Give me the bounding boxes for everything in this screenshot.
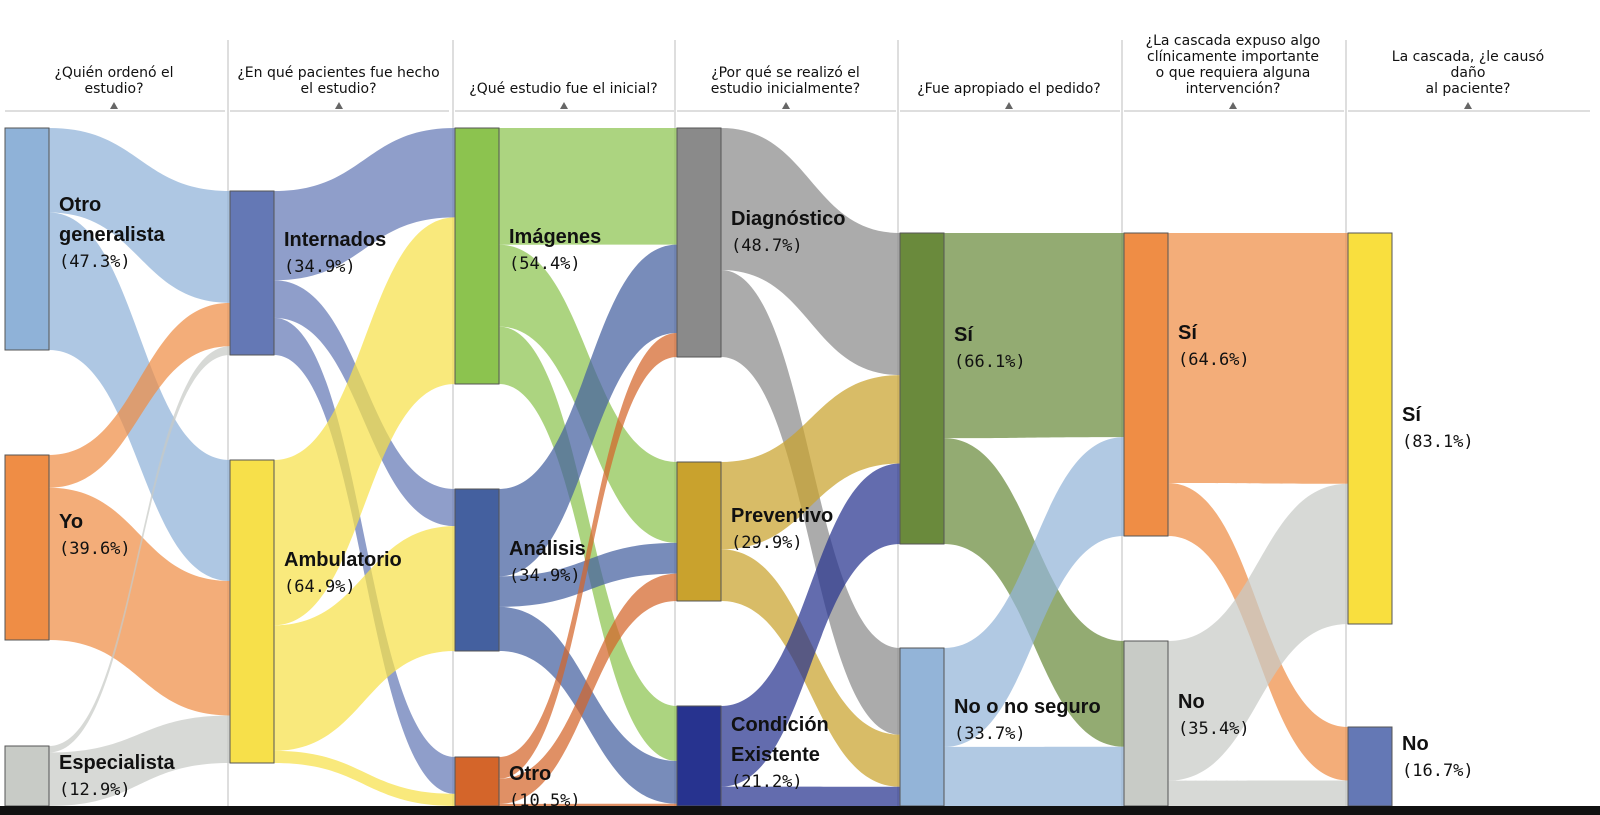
node-percentage-dn_no: (16.7%) <box>1402 761 1474 781</box>
node-label-otro: Otro <box>509 763 552 785</box>
node-percentage-otro_gen: (47.3%) <box>59 252 131 272</box>
node-label-ex_no: No <box>1178 691 1205 714</box>
node-percentage-dn_si: (83.1%) <box>1402 432 1474 452</box>
flow-prev-to-ap_si <box>721 375 900 550</box>
node-percentage-ap_no: (33.7%) <box>954 724 1026 745</box>
node-bar-esp <box>4 745 50 807</box>
node-bar-yo <box>4 454 50 641</box>
node-percentage-intern: (34.9%) <box>284 257 356 277</box>
column-header: ¿Qué estudio fue el inicial? <box>469 81 658 97</box>
node-percentage-anal: (34.9%) <box>509 566 581 587</box>
flow-img-to-diag <box>499 128 677 245</box>
flow-ex_si-to-dn_si <box>1168 233 1348 484</box>
node-bar-anal <box>454 488 500 652</box>
flow-esp-to-ambul <box>49 715 230 806</box>
flow-yo-to-intern <box>49 302 230 488</box>
flow-anal-to-prev <box>499 542 677 607</box>
node-bar-cond <box>676 705 722 807</box>
node-label-cond: Condición Existente <box>731 714 829 766</box>
node-label-ex_si: Sí <box>1178 321 1197 344</box>
node-bar-prev <box>676 461 722 602</box>
node-label-anal: Análisis <box>509 538 586 561</box>
header-caret-icon <box>559 102 568 109</box>
node-percentage-diag: (48.7%) <box>731 236 803 256</box>
flow-yo-to-ambul <box>49 487 230 716</box>
node-label-yo: Yo <box>59 510 84 533</box>
node-label-prev: Preventivo <box>731 504 834 527</box>
flow-ex_no-to-dn_no <box>1168 780 1348 806</box>
node-percentage-ex_no: (35.4%) <box>1178 719 1250 740</box>
node-label-esp: Especialista <box>59 752 175 774</box>
node-label-ambul: Ambulatorio <box>284 548 402 571</box>
node-bar-ap_si <box>899 232 945 545</box>
node-bar-dn_no <box>1347 726 1393 807</box>
node-label-otro_gen: Otro generalista <box>59 194 165 246</box>
node-percentage-cond: (21.2%) <box>731 772 803 792</box>
flow-ambul-to-img <box>274 217 455 626</box>
column-header: ¿En qué pacientes fue hecho el estudio? <box>237 65 440 97</box>
node-bar-dn_si <box>1347 232 1393 625</box>
header-caret-icon <box>110 102 118 109</box>
header-caret-icon <box>1229 102 1237 109</box>
bottom-border <box>0 806 1600 815</box>
node-label-dn_si: Sí <box>1402 404 1421 426</box>
column-header: La cascada, ¿le causó daño al paciente? <box>1391 49 1545 97</box>
header-caret-icon <box>781 102 790 109</box>
flow-ex_no-to-dn_si <box>1168 483 1348 781</box>
node-percentage-ambul: (64.9%) <box>284 576 356 597</box>
header-caret-icon <box>1005 102 1013 109</box>
node-bar-intern <box>229 190 275 356</box>
flow-anal-to-diag <box>499 244 677 577</box>
node-label-img: Imágenes <box>509 226 602 248</box>
column-header: ¿Fue apropiado el pedido? <box>917 81 1101 97</box>
flow-otro_gen-to-intern <box>49 128 230 303</box>
flow-intern-to-img <box>274 128 455 281</box>
flow-img-to-cond <box>499 326 677 761</box>
flow-intern-to-otro <box>274 317 455 794</box>
node-percentage-yo: (39.6%) <box>59 538 131 559</box>
column-header: ¿Por qué se realizó el estudio inicialme… <box>710 65 861 97</box>
flow-ap_si-to-ex_si <box>944 233 1124 439</box>
node-label-ap_no: No o no seguro <box>954 696 1101 719</box>
header-caret-icon <box>334 102 343 109</box>
header-caret-icon <box>1464 102 1472 109</box>
node-bar-ex_si <box>1123 232 1169 537</box>
node-percentage-img: (54.4%) <box>509 254 581 274</box>
node-bar-ambul <box>229 459 275 764</box>
node-bar-img <box>454 127 500 385</box>
node-percentage-ex_si: (64.6%) <box>1178 349 1250 370</box>
flow-otro-to-prev <box>499 573 677 804</box>
flow-cond-to-ap_no <box>721 786 900 806</box>
flow-otro-to-diag <box>499 333 677 779</box>
node-bar-otro <box>454 756 500 807</box>
node-bar-ap_no <box>899 647 945 807</box>
node-bar-otro_gen <box>4 127 50 351</box>
node-percentage-esp: (12.9%) <box>59 780 131 800</box>
flow-diag-to-ap_si <box>721 128 900 376</box>
flow-cond-to-ap_si <box>721 463 900 787</box>
column-header: ¿La cascada expuso algo clínicamente imp… <box>1145 33 1321 97</box>
node-percentage-ap_si: (66.1%) <box>954 352 1026 373</box>
node-percentage-prev: (29.9%) <box>731 532 803 553</box>
node-label-diag: Diagnóstico <box>731 208 846 230</box>
node-label-intern: Internados <box>284 229 387 251</box>
flow-ap_no-to-ex_no <box>944 746 1124 806</box>
flow-anal-to-cond <box>499 606 677 804</box>
flow-otro-to-cond <box>499 803 677 806</box>
flow-ambul-to-otro <box>274 750 455 806</box>
node-label-dn_no: No <box>1402 733 1429 755</box>
flow-prev-to-ap_no <box>721 549 900 787</box>
column-header: ¿Quién ordenó el estudio? <box>54 65 174 97</box>
node-bar-diag <box>676 127 722 358</box>
node-bar-ex_no <box>1123 640 1169 807</box>
flow-ambul-to-anal <box>274 526 455 751</box>
flow-esp-to-intern <box>49 346 230 753</box>
node-label-ap_si: Sí <box>954 324 973 347</box>
flow-ap_no-to-ex_si <box>944 437 1124 747</box>
